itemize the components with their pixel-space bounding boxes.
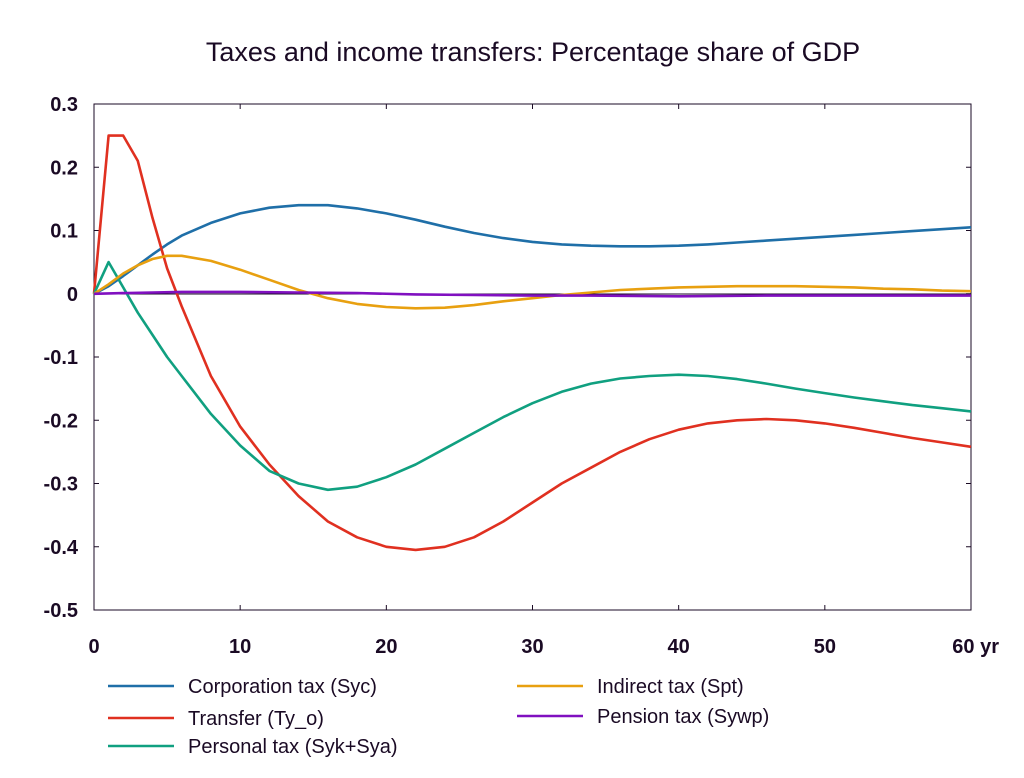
y-tick-label: 0.3 [50, 94, 78, 116]
x-tick-label: 30 [521, 636, 543, 658]
y-tick-label: 0.1 [50, 221, 78, 243]
legend-label-4: Pension tax (Sywp) [597, 706, 769, 728]
y-tick-label: 0 [67, 284, 78, 306]
legend-label-1: Transfer (Ty_o) [188, 708, 324, 730]
y-tick-label: -0.4 [44, 537, 79, 559]
series-line-1 [92, 134, 972, 552]
x-tick-label: 0 [88, 636, 99, 658]
x-tick-label: 60 yr [952, 636, 999, 658]
series-line-2 [92, 260, 972, 492]
y-tick-label: -0.5 [44, 600, 78, 622]
ticks: 0.3 0.2 0.1 0 -0.1 -0.2 -0.3 -0.4 -0.5 0 10 20 30 40 5… [44, 94, 1000, 658]
chart-title: Taxes and income transfers: Percentage s… [206, 37, 860, 67]
series-line-3 [93, 254, 972, 310]
legend-label-0: Corporation tax (Syc) [188, 676, 377, 698]
series [92, 134, 972, 552]
y-tick-label: 0.2 [50, 157, 78, 179]
x-tick-label: 40 [668, 636, 690, 658]
legend-label-3: Indirect tax (Spt) [597, 676, 744, 698]
y-tick-label: -0.1 [44, 347, 78, 369]
legend-label-2: Personal tax (Syk+Sya) [188, 736, 398, 758]
x-tick-label: 50 [814, 636, 836, 658]
plot-area [93, 103, 972, 611]
x-tick-label: 20 [375, 636, 397, 658]
x-tick-label: 10 [229, 636, 251, 658]
y-tick-label: -0.2 [44, 410, 78, 432]
series-line-4 [93, 290, 971, 298]
legend: Corporation tax (Syc) Transfer (Ty_o) Pers… [108, 676, 769, 758]
series-line-0 [93, 203, 972, 295]
y-tick-label: -0.3 [44, 474, 78, 496]
